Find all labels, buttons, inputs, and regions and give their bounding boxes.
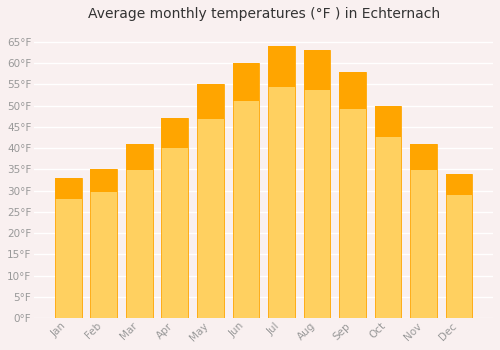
Bar xyxy=(232,63,259,318)
Bar xyxy=(55,178,82,199)
Bar xyxy=(55,178,82,318)
Bar xyxy=(374,106,401,318)
Bar xyxy=(304,50,330,318)
Bar xyxy=(446,174,472,318)
Bar xyxy=(268,46,294,318)
Title: Average monthly temperatures (°F ) in Echternach: Average monthly temperatures (°F ) in Ec… xyxy=(88,7,440,21)
Bar xyxy=(374,106,401,138)
Bar xyxy=(197,84,224,318)
Bar xyxy=(446,174,472,195)
Bar xyxy=(268,46,294,87)
Bar xyxy=(90,169,117,318)
Bar xyxy=(197,84,224,119)
Bar xyxy=(339,71,365,318)
Bar xyxy=(232,63,259,101)
Bar xyxy=(339,71,365,108)
Bar xyxy=(410,144,436,170)
Bar xyxy=(162,118,188,148)
Bar xyxy=(410,144,436,318)
Bar xyxy=(162,118,188,318)
Bar xyxy=(126,144,152,170)
Bar xyxy=(126,144,152,318)
Bar xyxy=(304,50,330,91)
Bar xyxy=(90,169,117,192)
